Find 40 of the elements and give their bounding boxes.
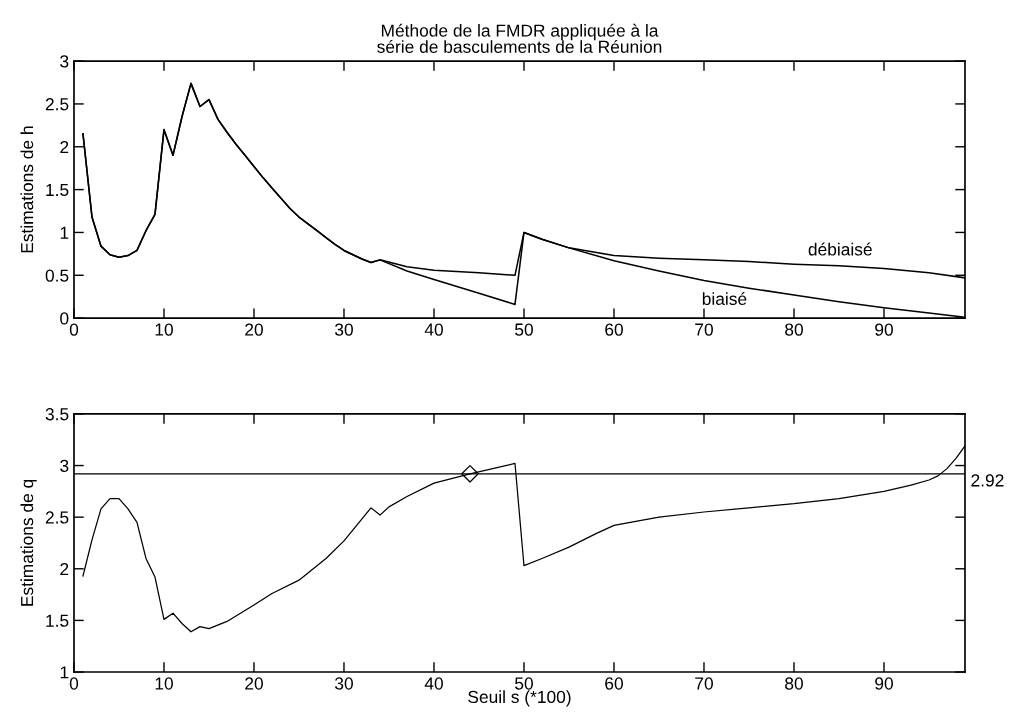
y-tick-label: 2: [60, 562, 69, 576]
y-tick-label: 3: [60, 55, 69, 68]
y-axis-title: Estimations de h: [20, 126, 34, 253]
x-tick-label: 40: [424, 677, 443, 690]
y-tick-label: 2.5: [45, 98, 69, 111]
y-tick-label: 1: [60, 666, 69, 679]
x-tick-label: 30: [334, 323, 353, 336]
x-tick-label: 90: [875, 323, 893, 336]
x-tick-label: 70: [695, 677, 713, 690]
x-axis-title: Seuil s (*100): [468, 690, 571, 707]
y-axis-title: Estimations de q: [20, 479, 37, 606]
series-label: biaisé: [702, 292, 747, 306]
y-tick-label: 1: [60, 226, 69, 239]
y-tick-label: 2.5: [45, 511, 69, 524]
x-tick-label: 10: [155, 323, 173, 336]
x-tick-label: 20: [245, 677, 263, 690]
y-tick-label: 3: [60, 459, 69, 472]
y-tick-label: 0.5: [45, 269, 69, 282]
chart-title: Méthode de la FMDR appliquée à la série de basculements de la Réunion: [377, 23, 662, 53]
y-tick-label: 2: [60, 140, 69, 154]
x-tick-label: 50: [515, 677, 533, 690]
x-tick-label: 0: [69, 677, 79, 690]
x-tick-label: 30: [334, 677, 353, 690]
y-tick-label: 0: [60, 312, 69, 325]
x-tick-label: 40: [424, 323, 443, 336]
x-tick-label: 20: [245, 323, 263, 336]
x-tick-label: 80: [785, 323, 803, 336]
series-label: débiaisé: [808, 242, 872, 256]
y-tick-label: 1.5: [46, 183, 69, 197]
x-tick-label: 0: [69, 323, 79, 336]
x-tick-label: 90: [875, 677, 893, 690]
x-tick-label: 80: [785, 677, 803, 690]
x-tick-label: 60: [605, 323, 623, 336]
x-tick-label: 10: [155, 677, 173, 690]
y-tick-label: 1.5: [46, 614, 69, 627]
x-tick-label: 50: [515, 323, 533, 336]
x-tick-label: 60: [605, 677, 623, 690]
y-tick-label: 3.5: [45, 408, 69, 421]
ref-line-label: 2.92: [971, 474, 1004, 487]
x-tick-label: 70: [695, 323, 713, 336]
